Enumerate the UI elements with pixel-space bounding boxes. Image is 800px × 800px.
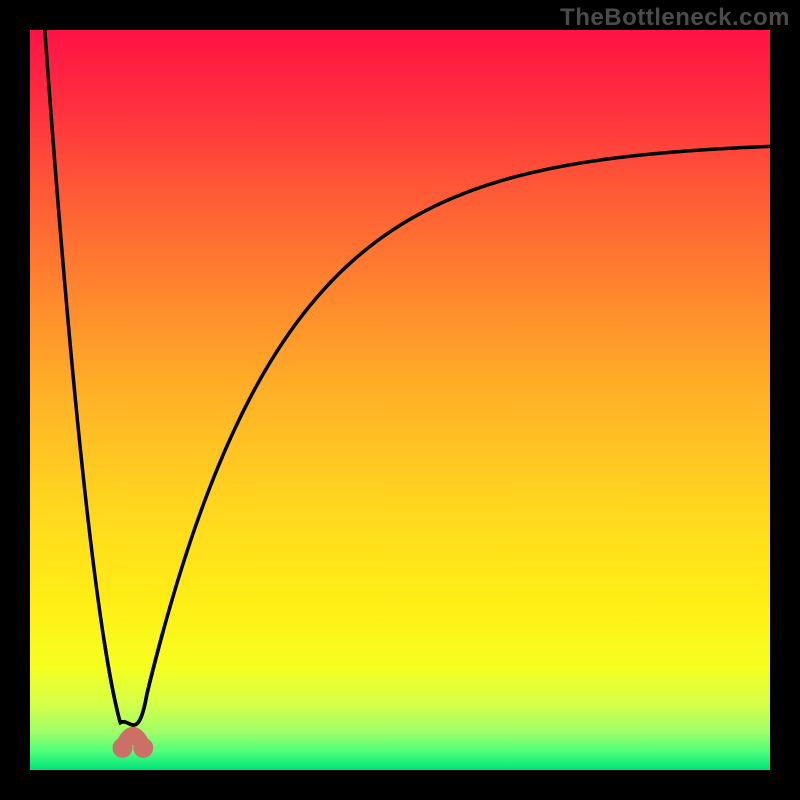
gradient-background <box>30 30 770 770</box>
plot-area <box>30 30 770 770</box>
watermark-text: TheBottleneck.com <box>560 4 790 32</box>
chart-svg <box>30 30 770 770</box>
chart-frame: TheBottleneck.com <box>0 0 800 800</box>
